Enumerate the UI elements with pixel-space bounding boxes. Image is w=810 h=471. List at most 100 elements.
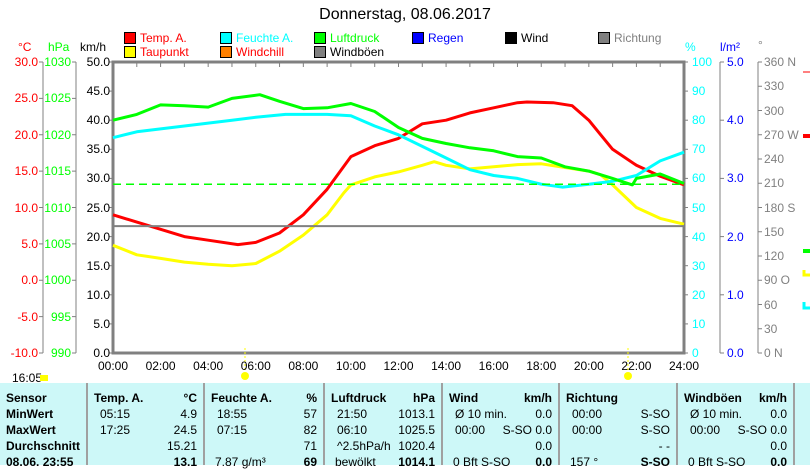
humidity-axis-tick-label: 50	[692, 200, 706, 215]
rain-axis-tick-label: 0.0	[727, 346, 744, 360]
rain-axis-unit: l/m²	[720, 40, 740, 54]
series-temp-a-	[112, 100, 685, 247]
table-row: 21:50 1013.1	[331, 407, 435, 423]
temp-axis-tick-label: 10.0	[14, 200, 38, 215]
table-row: MaxWert	[6, 423, 80, 439]
direction-axis-tick-label: 30	[764, 321, 778, 336]
humidity-axis-unit: %	[685, 40, 696, 54]
table-header: Wind km/h	[449, 391, 552, 407]
humidity-axis-tick-label: 40	[692, 229, 706, 244]
row-value: 13.1	[173, 455, 197, 469]
table-row: - -	[566, 439, 670, 455]
table-row: MinWert	[6, 407, 80, 423]
humidity-axis-tick-label: 30	[692, 258, 706, 273]
legend-label: Luftdruck	[330, 31, 380, 45]
column-unit: km/h	[758, 391, 787, 405]
direction-axis-tick-label: 360 N	[764, 55, 797, 69]
row-value: 0.0	[770, 455, 787, 469]
time-tick-label: 10:00	[335, 359, 366, 373]
table-row: 0 Bft S-SO 0.0	[684, 455, 787, 471]
row-detail: 00:00	[572, 407, 603, 421]
row-value: 15.21	[166, 439, 197, 453]
pressure-axis-tick-label: 1005	[44, 236, 71, 251]
row-detail: 7.87 g/m³	[215, 455, 266, 469]
table-column-temp: Temp. A. °C 05:15 4.9 17:25 24.5 15.21 13.1	[88, 383, 205, 469]
wind-axis-tick-label: 25.0	[86, 200, 110, 215]
humidity-axis-tick-label: 60	[692, 171, 706, 186]
legend-label: Wind	[521, 31, 549, 45]
pressure-axis-unit: hPa	[48, 40, 70, 54]
row-detail: 07:15	[217, 423, 248, 437]
direction-axis-tick-label: 330	[764, 79, 785, 94]
row-value: 0.0	[770, 407, 787, 421]
column-header: Luftdruck	[331, 391, 387, 405]
table-row: 00:00 S-SO 0.0	[684, 423, 787, 439]
table-column-sensor: Sensor MinWert MaxWert Durchschnitt 08.06. 2…	[0, 383, 88, 469]
legend-item: Windböen	[314, 45, 384, 59]
temp-axis-tick-label: 15.0	[14, 164, 38, 179]
row-label: Durchschnitt	[6, 439, 81, 453]
table-row: 06:10 1025.5	[331, 423, 435, 439]
direction-axis-tick-label: 150	[764, 224, 785, 239]
sunset-icon	[624, 372, 632, 380]
humidity-axis-tick-label: 90	[692, 84, 706, 99]
temp-axis-tick-label: 0.0	[21, 273, 38, 288]
row-detail: 05:15	[100, 407, 131, 421]
column-header: Richtung	[566, 391, 618, 405]
row-detail: bewölkt	[335, 455, 376, 469]
table-row: 08.06. 23:55	[6, 455, 80, 471]
legend-item: Feuchte A.	[220, 31, 293, 45]
wind-axis-tick-label: 15.0	[86, 258, 110, 273]
wind-axis-tick-label: 50.0	[86, 55, 110, 69]
row-value: 1014.1	[398, 455, 435, 469]
time-tick-label: 04:00	[193, 359, 224, 373]
legend-item: Windchill	[220, 45, 284, 59]
table-row: Ø 10 min. 0.0	[449, 407, 552, 423]
row-detail: 06:10	[337, 423, 368, 437]
temp-axis-tick-label: -5.0	[17, 309, 38, 324]
row-value: 0.0	[770, 439, 787, 453]
table-column-pressure: Luftdruck hPa 21:50 1013.1 06:10 1025.5 ^2.5hP…	[325, 383, 443, 469]
legend-item: Temp. A.	[124, 31, 187, 45]
direction-axis-tick-label: 180 S	[764, 200, 796, 215]
plot-frame	[111, 60, 686, 355]
rain-axis-tick-label: 5.0	[727, 55, 744, 69]
pressure-axis-tick-label: 1015	[44, 164, 71, 179]
rain-axis-tick-label: 3.0	[727, 171, 744, 186]
row-value: 1025.5	[398, 423, 435, 437]
table-row: 0.0	[684, 439, 787, 455]
current-time: 16:05	[12, 371, 43, 385]
row-value: S-SO	[640, 455, 670, 469]
row-detail: 0 Bft S-SO	[453, 455, 511, 469]
row-detail: Ø 10 min.	[455, 407, 508, 421]
row-value: S-SO	[640, 423, 670, 437]
direction-axis-tick-label: 60	[764, 297, 778, 312]
column-header: Temp. A.	[94, 391, 144, 405]
time-tick-label: 14:00	[431, 359, 462, 373]
temp-axis-unit: °C	[18, 40, 32, 54]
row-detail: 00:00	[572, 423, 603, 437]
legend-swatch	[314, 32, 326, 44]
legend-item: Regen	[412, 31, 463, 45]
sunrise-icon	[241, 372, 249, 380]
direction-axis-tick-label: 120	[764, 249, 785, 263]
wind-axis-tick-label: 45.0	[86, 84, 110, 99]
row-value: - -	[658, 439, 670, 453]
direction-axis-tick-label: 270 W	[764, 127, 799, 142]
direction-axis-tick-label: 0 N	[764, 346, 783, 360]
table-row: 71	[211, 439, 317, 455]
table-row: 157 ° S-SO	[566, 455, 670, 471]
row-value: 24.5	[173, 423, 197, 437]
table-header: Temp. A. °C	[94, 391, 197, 407]
table-column-direction: Richtung 00:00 S-SO 00:00 S-SO - - 157 ° S-SO	[560, 383, 678, 469]
time-tick-label: 08:00	[288, 359, 319, 373]
table-row: 00:00 S-SO	[566, 423, 670, 439]
column-header: Wind	[449, 391, 479, 405]
table-row: 05:15 4.9	[94, 407, 197, 423]
time-tick-label: 12:00	[383, 359, 414, 373]
table-row: 0.0	[449, 439, 552, 455]
table-column-wind: Wind km/h Ø 10 min. 0.0 00:00 S-SO 0.0 0.0 0 Bf…	[443, 383, 560, 469]
legend-swatch	[220, 32, 232, 44]
row-detail: 21:50	[337, 407, 368, 421]
rain-axis-tick-label: 4.0	[727, 113, 744, 128]
